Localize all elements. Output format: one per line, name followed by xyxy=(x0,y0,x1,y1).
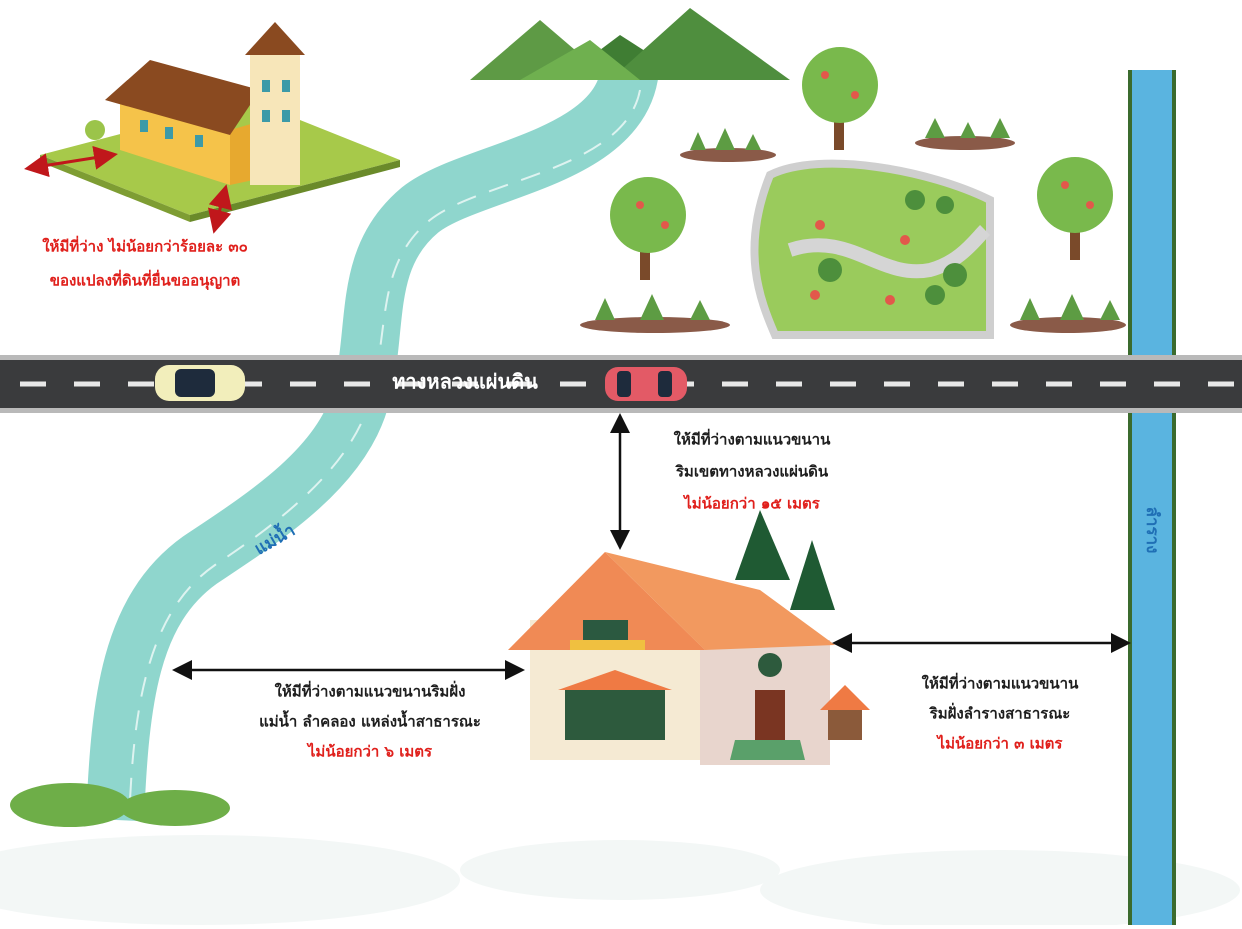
river-setback-line: ให้มีที่ว่างตามแนวขนานริมฝั่ง xyxy=(275,681,466,701)
canal-setback-line: ริมฝั่งลำรางสาธารณะ xyxy=(929,703,1071,723)
mountains xyxy=(470,8,790,80)
open-space-line: ให้มีที่ว่าง ไม่น้อยกว่าร้อยละ ๓๐ xyxy=(42,236,248,256)
clouds xyxy=(0,835,1240,925)
canal-setback-line: ให้มีที่ว่างตามแนวขนาน xyxy=(922,673,1079,693)
open-space-line: ของแปลงที่ดินที่ยื่นขออนุญาต xyxy=(50,270,241,291)
highway-setback-line: ริมเขตทางหลวงแผ่นดิน xyxy=(675,463,829,481)
highway-setback-line: ไม่น้อยกว่า ๑๕ เมตร xyxy=(682,494,820,513)
illustration: ให้มีที่ว่าง ไม่น้อยกว่าร้อยละ ๓๐ ของแปล… xyxy=(0,0,1242,925)
park xyxy=(754,164,990,335)
highway-setback-line: ให้มีที่ว่างตามแนวขนาน xyxy=(674,429,831,449)
canal-label: ลำราง xyxy=(1142,507,1162,554)
canal-setback-line: ไม่น้อยกว่า ๓ เมตร xyxy=(936,734,1064,753)
river-setback-line: แม่น้ำ ลำคลอง แหล่งน้ำสาธารณะ xyxy=(259,710,481,731)
river-setback-line: ไม่น้อยกว่า ๖ เมตร xyxy=(306,742,433,761)
canal xyxy=(1128,70,1176,925)
road-label: ทางหลวงแผ่นดิน xyxy=(392,370,538,394)
apartment-building xyxy=(30,22,400,228)
